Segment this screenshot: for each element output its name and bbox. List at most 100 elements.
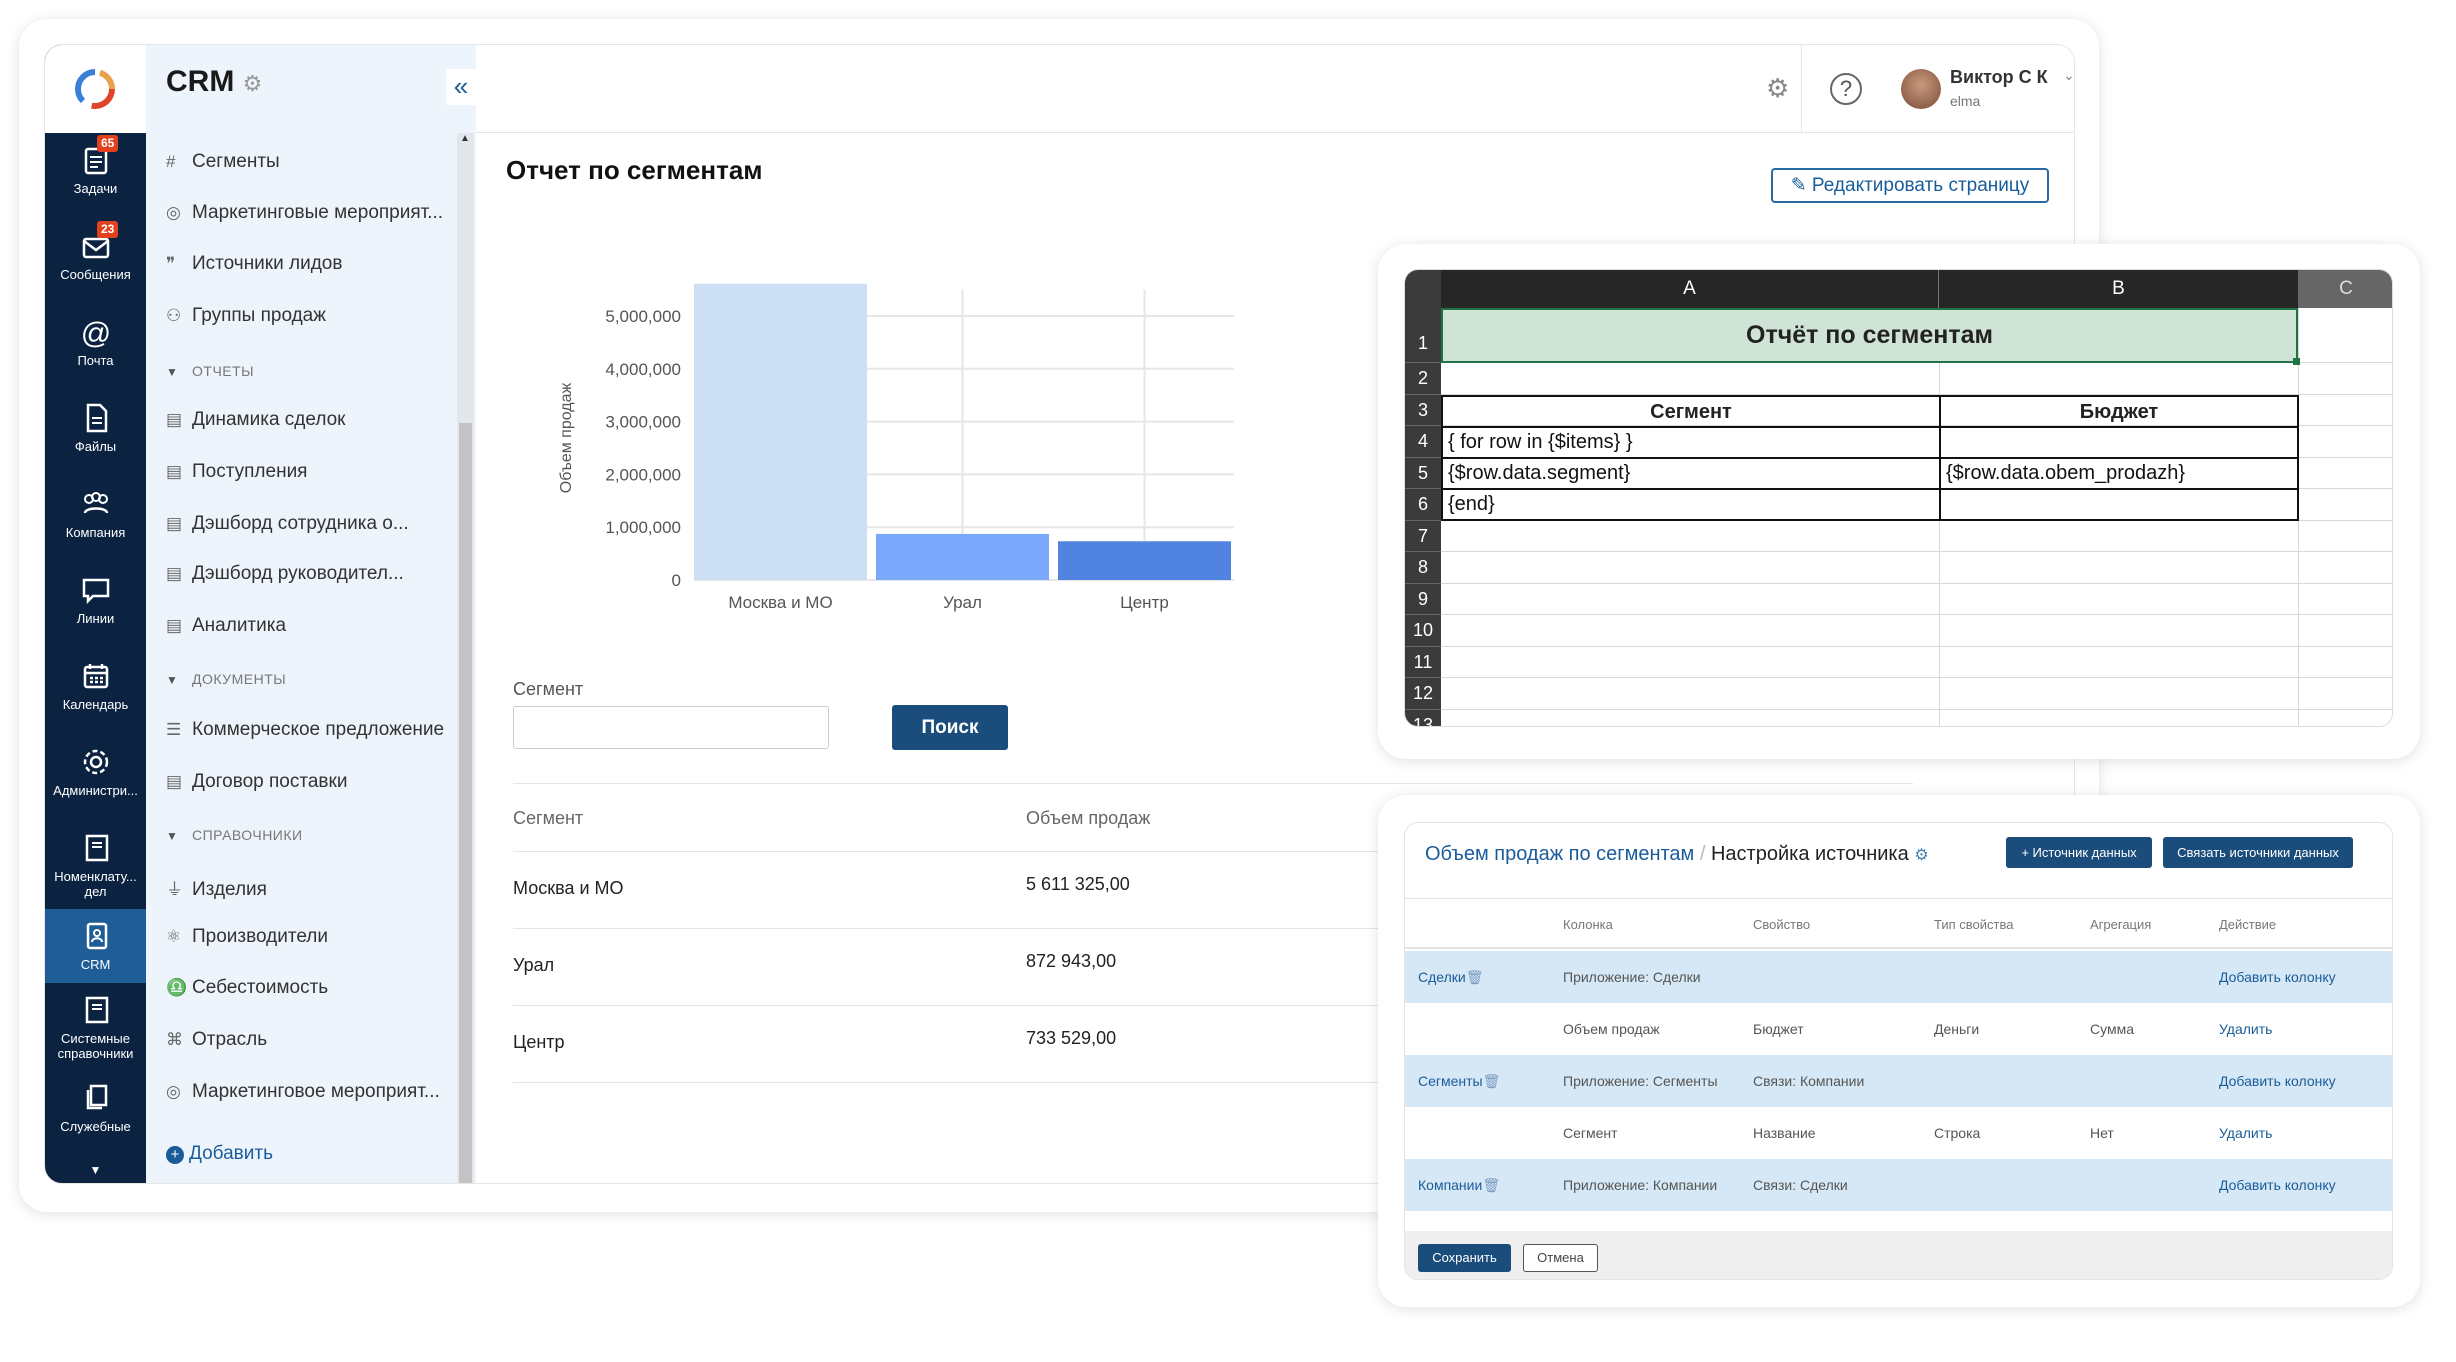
rail-item-2[interactable]: 23 Сообщения <box>45 219 146 305</box>
cell-a6[interactable]: {end} <box>1443 490 1941 519</box>
sidebar-item[interactable]: ⚇ Группы продаж <box>166 305 326 327</box>
sidebar-section-отчеты[interactable]: ▼ ОТЧЕТЫ <box>166 363 254 379</box>
rail-item-5[interactable]: Компания <box>45 477 146 563</box>
source-row[interactable]: Сделки🗑︎ Приложение: Сделки Добавить колон… <box>1405 951 2392 1003</box>
source-name-link[interactable]: Компании🗑︎ <box>1418 1177 1500 1194</box>
table-row[interactable]: Центр 733 529,00 <box>513 1006 1913 1083</box>
cell-a3[interactable]: Сегмент <box>1443 397 1941 428</box>
panel-settings-gear-icon[interactable]: ⚙ <box>1914 847 1929 864</box>
cell-b4[interactable] <box>1941 428 2297 459</box>
cell-b3[interactable]: Бюджет <box>1941 397 2297 428</box>
sidebar-item[interactable]: ◎ Маркетинговые мероприят... <box>166 202 443 224</box>
add-column-link[interactable]: Добавить колонку <box>2219 1177 2336 1193</box>
rail-item-12[interactable]: Служебные <box>45 1071 146 1151</box>
row-number-8[interactable]: 8 <box>1405 552 1441 584</box>
edit-page-button[interactable]: ✎ Редактировать страницу <box>1771 168 2049 203</box>
add-column-link[interactable]: Добавить колонку <box>2219 969 2336 985</box>
cell-a4[interactable]: { for row in {$items} } <box>1443 428 1941 459</box>
sidebar-item[interactable]: ▤ Договор поставки <box>166 771 347 793</box>
rail-item-11[interactable]: Системные справочники <box>45 983 146 1071</box>
row-number-9[interactable]: 9 <box>1405 583 1441 615</box>
row-number-6[interactable]: 6 <box>1405 489 1441 521</box>
column-header-b[interactable]: B <box>1939 270 2298 308</box>
sidebar-scrollbar[interactable]: ▲ <box>457 133 474 1183</box>
cell-b5[interactable]: {$row.data.obem_prodazh} <box>1941 459 2297 490</box>
trash-icon[interactable]: 🗑︎ <box>1482 1073 1501 1089</box>
sidebar-item[interactable]: ▤ Поступления <box>166 461 307 483</box>
sidebar-section-справочники[interactable]: ▼ СПРАВОЧНИКИ <box>166 827 303 843</box>
rail-item-10[interactable]: CRM <box>45 909 146 983</box>
row-number-2[interactable]: 2 <box>1405 363 1441 395</box>
sidebar-section-документы[interactable]: ▼ ДОКУМЕНТЫ <box>166 671 286 687</box>
elma-logo[interactable] <box>45 45 146 133</box>
column-header-a[interactable]: A <box>1441 270 1939 308</box>
sidebar-item[interactable]: # Сегменты <box>166 151 280 173</box>
source-row[interactable]: Компании🗑︎ Приложение: Компании Связи: Сде… <box>1405 1159 2392 1211</box>
rail-item-7[interactable]: Календарь <box>45 649 146 735</box>
source-row[interactable]: Сегменты🗑︎ Приложение: Сегменты Связи: Ком… <box>1405 1055 2392 1107</box>
row-number-3[interactable]: 3 <box>1405 394 1441 426</box>
title-cell-a1[interactable]: Отчёт по сегментам <box>1441 308 2298 363</box>
sidebar-item[interactable]: ⌘ Отрасль <box>166 1029 267 1051</box>
row-number-4[interactable]: 4 <box>1405 426 1441 458</box>
trash-icon[interactable]: 🗑︎ <box>1465 969 1484 985</box>
cell-a5[interactable]: {$row.data.segment} <box>1443 459 1941 490</box>
column-row[interactable]: Сегмент Название Строка Нет Удалить <box>1405 1107 2392 1159</box>
rail-more-caret-icon[interactable]: ▼ <box>89 1163 102 1177</box>
row-number-5[interactable]: 5 <box>1405 457 1441 489</box>
user-name[interactable]: Виктор С К <box>1950 67 2048 87</box>
row-number-1[interactable]: 1 <box>1405 308 1441 363</box>
rail-item-6[interactable]: Линии <box>45 563 146 649</box>
fill-handle[interactable] <box>2293 358 2300 365</box>
scrollbar-thumb[interactable] <box>459 423 472 1183</box>
save-button[interactable]: Сохранить <box>1418 1244 1511 1272</box>
help-icon[interactable]: ? <box>1830 73 1862 105</box>
document-icon: ▤ <box>166 616 183 635</box>
header-settings-gear-icon[interactable]: ⚙ <box>1766 73 1790 103</box>
sidebar-item[interactable]: ⏚ Изделия <box>166 875 267 901</box>
collapse-sidebar-button[interactable]: « <box>446 69 476 105</box>
rail-item-3[interactable]: @ Почта <box>45 305 146 391</box>
source-name-link[interactable]: Сделки🗑︎ <box>1418 969 1484 986</box>
search-button[interactable]: Поиск <box>892 705 1008 750</box>
rail-item-8[interactable]: Администри... <box>45 735 146 821</box>
sidebar-item[interactable]: ▤ Дэшборд руководител... <box>166 563 404 585</box>
sidebar-item[interactable]: ⚛ Производители <box>166 926 328 948</box>
user-avatar[interactable] <box>1901 69 1941 109</box>
sidebar-item[interactable]: ♎ Себестоимость <box>166 977 328 999</box>
sidebar-item[interactable]: ❞ Источники лидов <box>166 253 342 275</box>
rail-item-4[interactable]: Файлы <box>45 391 146 477</box>
row-number-7[interactable]: 7 <box>1405 520 1441 552</box>
trash-icon[interactable]: 🗑︎ <box>1482 1177 1501 1193</box>
add-column-link[interactable]: Добавить колонку <box>2219 1073 2336 1089</box>
add-data-source-button[interactable]: + Источник данных <box>2006 837 2152 868</box>
column-header-c[interactable]: C <box>2298 270 2392 308</box>
x-category-label: Урал <box>943 593 982 612</box>
sidebar-item[interactable]: ▤ Дэшборд сотрудника о... <box>166 513 409 535</box>
cancel-button[interactable]: Отмена <box>1523 1244 1598 1272</box>
breadcrumb-link[interactable]: Объем продаж по сегментам <box>1425 843 1695 865</box>
column-row[interactable]: Объем продаж Бюджет Деньги Сумма Удалить <box>1405 1003 2392 1055</box>
source-name-link[interactable]: Сегменты🗑︎ <box>1418 1073 1500 1090</box>
segment-filter-input[interactable] <box>513 706 829 749</box>
scroll-up-arrow-icon[interactable]: ▲ <box>460 133 470 144</box>
link-data-sources-button[interactable]: Связать источники данных <box>2163 837 2353 868</box>
delete-column-link[interactable]: Удалить <box>2219 1021 2273 1037</box>
settings-gear-icon[interactable]: ⚙ <box>242 71 263 96</box>
user-menu-chevron-down-icon[interactable]: ⌄ <box>2063 67 2075 83</box>
add-sidebar-item-button[interactable]: + Добавить <box>166 1143 273 1165</box>
sidebar-item[interactable]: ☰ Коммерческое предложение <box>166 719 444 741</box>
delete-column-link[interactable]: Удалить <box>2219 1125 2273 1141</box>
sidebar-item[interactable]: ▤ Аналитика <box>166 615 286 637</box>
rail-item-9[interactable]: Номенклату... дел <box>45 821 146 909</box>
rail-item-1[interactable]: 65 Задачи <box>45 133 146 219</box>
row-number-13[interactable]: 13 <box>1405 709 1441 726</box>
row-number-10[interactable]: 10 <box>1405 615 1441 647</box>
table-row[interactable]: Урал 872 943,00 <box>513 929 1913 1006</box>
table-row[interactable]: Москва и МО 5 611 325,00 <box>513 852 1913 929</box>
row-number-11[interactable]: 11 <box>1405 646 1441 678</box>
spreadsheet-corner[interactable] <box>1405 270 1441 308</box>
row-number-12[interactable]: 12 <box>1405 678 1441 710</box>
sidebar-item[interactable]: ◎ Маркетинговое мероприят... <box>166 1081 440 1103</box>
sidebar-item[interactable]: ▤ Динамика сделок <box>166 409 346 431</box>
